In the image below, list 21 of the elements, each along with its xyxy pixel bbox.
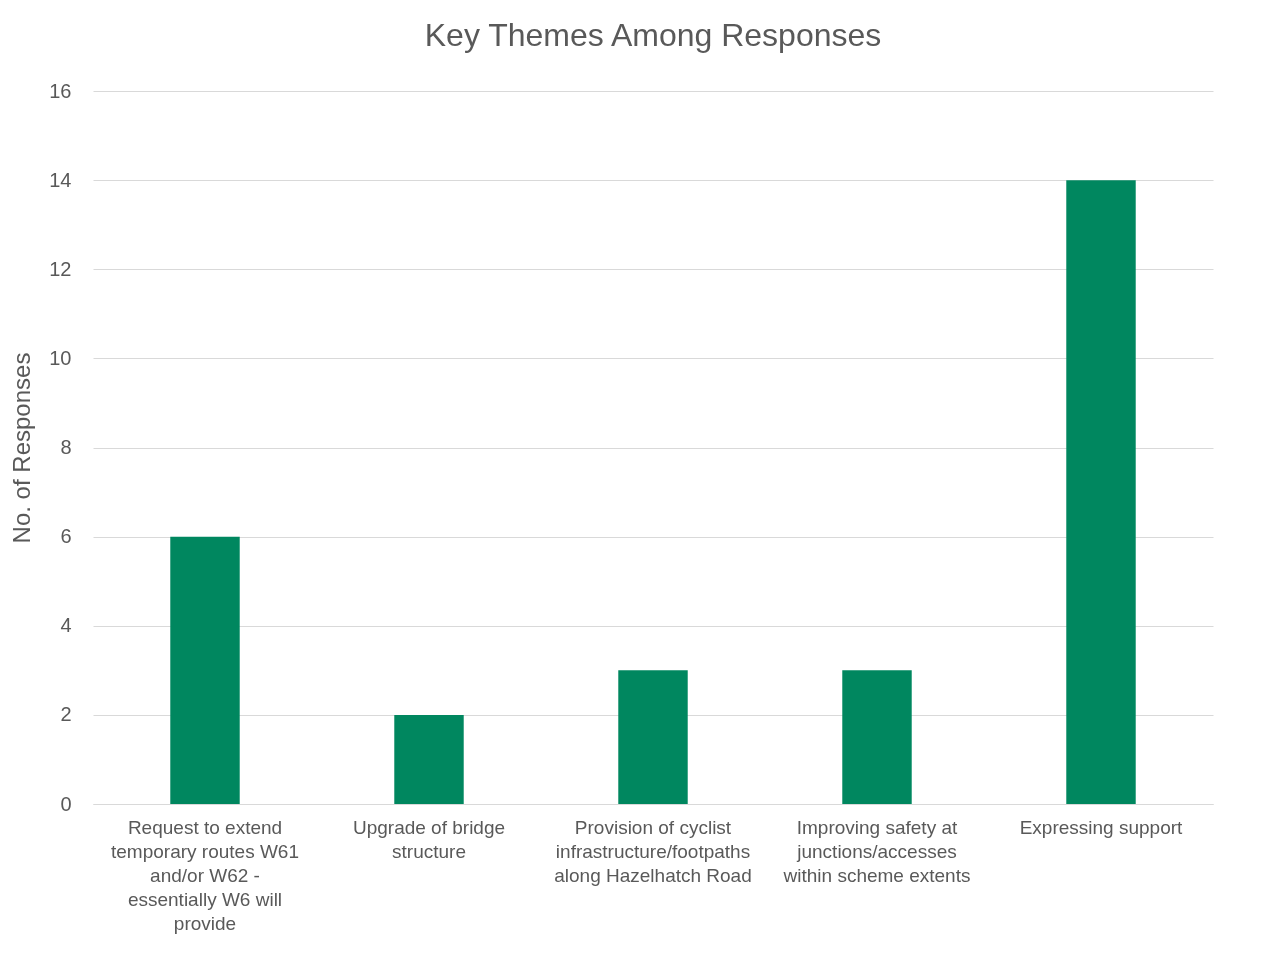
bar bbox=[170, 536, 240, 804]
x-tick-label: Expressing support bbox=[1019, 816, 1184, 838]
x-tick-label: Upgrade of bridge structure bbox=[352, 816, 506, 862]
y-tick-label: 8 bbox=[60, 436, 72, 458]
y-tick-label: 2 bbox=[60, 703, 72, 726]
bar bbox=[394, 714, 464, 804]
y-tick-label: 12 bbox=[49, 257, 72, 280]
y-tick-label: 4 bbox=[60, 614, 72, 637]
x-tick-label: Provision of cyclist infrastructure/footpaths along Hazelhatch Road bbox=[554, 816, 752, 886]
y-tick-label: 16 bbox=[49, 79, 72, 102]
y-tick-label: 10 bbox=[49, 346, 72, 369]
y-axis-title: No. of Responses bbox=[8, 352, 36, 544]
x-tick-label: Improving safety at junctions/accesses within scheme extents bbox=[782, 816, 971, 886]
y-tick-label: 6 bbox=[60, 525, 72, 548]
x-tick-label: Request to extend temporary routes W61 and/or W62 - essentially W6 will provide bbox=[111, 816, 299, 934]
bar bbox=[618, 670, 688, 804]
bar bbox=[1066, 180, 1136, 804]
chart-title: Key Themes Among Responses bbox=[424, 17, 882, 53]
y-tick-label: 0 bbox=[60, 792, 72, 815]
y-tick-label: 14 bbox=[49, 168, 72, 191]
bar bbox=[842, 670, 912, 804]
